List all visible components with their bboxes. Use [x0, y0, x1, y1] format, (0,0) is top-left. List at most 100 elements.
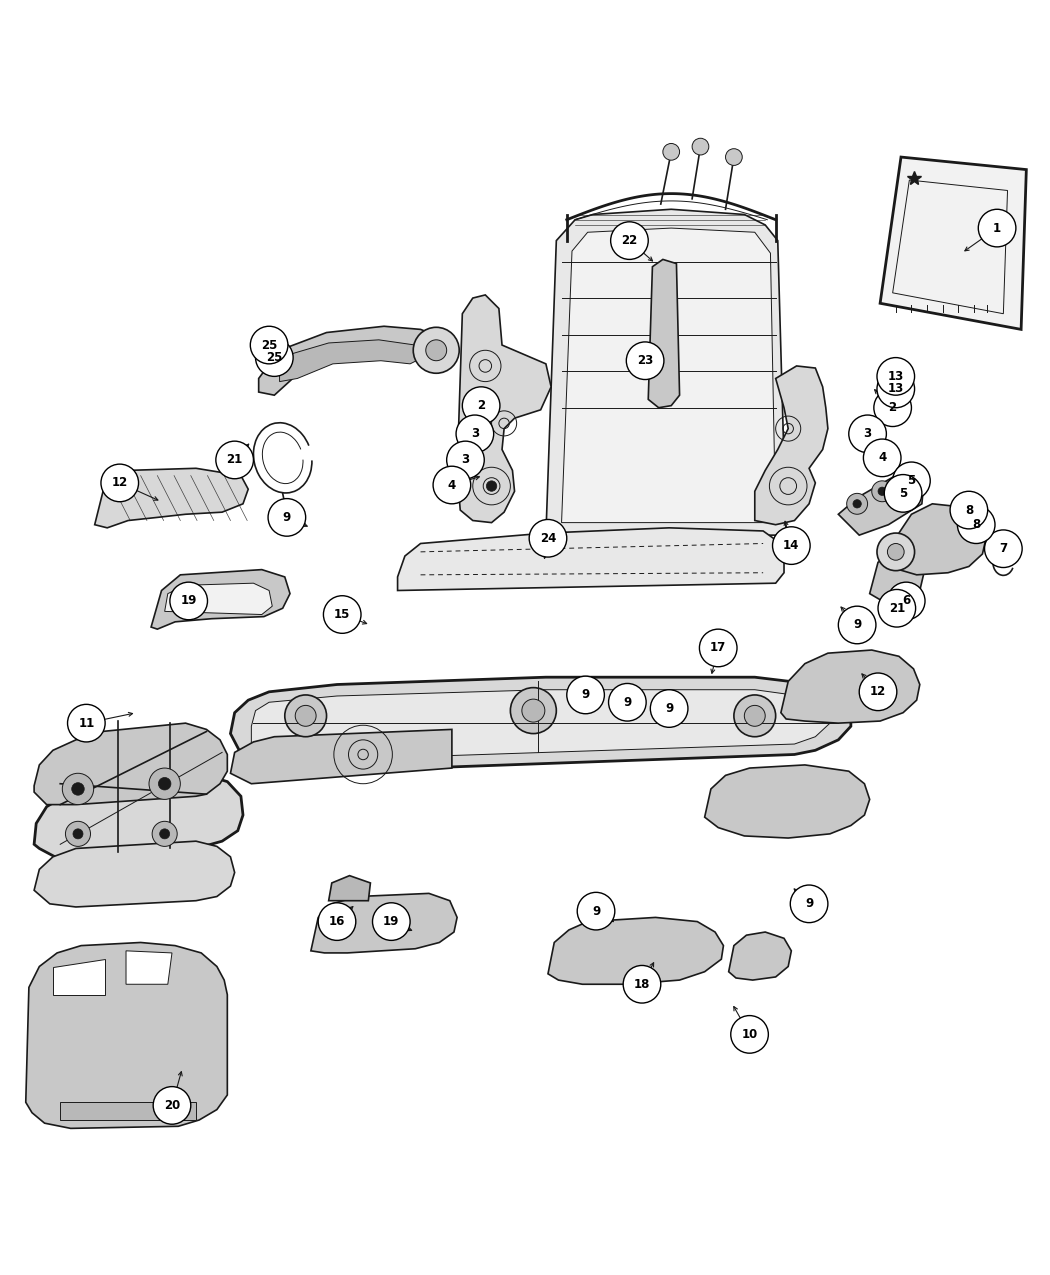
Text: 25: 25: [266, 351, 282, 365]
Text: 14: 14: [783, 539, 799, 552]
Circle shape: [874, 389, 911, 427]
Polygon shape: [94, 468, 248, 528]
Polygon shape: [705, 765, 869, 838]
Circle shape: [159, 778, 171, 790]
Circle shape: [950, 491, 988, 529]
Text: 4: 4: [878, 451, 886, 464]
Circle shape: [153, 1086, 191, 1125]
Circle shape: [892, 462, 930, 500]
Circle shape: [567, 676, 605, 714]
Text: 25: 25: [260, 339, 277, 352]
Circle shape: [295, 705, 316, 727]
Text: 3: 3: [461, 454, 469, 467]
Polygon shape: [230, 729, 452, 784]
Text: 17: 17: [710, 641, 727, 654]
Circle shape: [486, 481, 497, 491]
Polygon shape: [838, 473, 924, 536]
Text: 10: 10: [741, 1028, 758, 1040]
Text: 15: 15: [334, 608, 351, 621]
Text: 1: 1: [993, 222, 1001, 235]
Circle shape: [692, 138, 709, 156]
Circle shape: [152, 821, 177, 847]
Circle shape: [731, 1016, 769, 1053]
Polygon shape: [34, 842, 234, 907]
Circle shape: [859, 673, 897, 710]
Circle shape: [67, 704, 105, 742]
Polygon shape: [781, 650, 920, 723]
Text: 3: 3: [863, 427, 871, 440]
Circle shape: [65, 821, 90, 847]
Text: 21: 21: [888, 602, 905, 615]
Text: 19: 19: [181, 594, 197, 607]
Circle shape: [611, 222, 648, 259]
Circle shape: [285, 695, 327, 737]
Circle shape: [877, 533, 915, 571]
Text: 2: 2: [477, 399, 485, 412]
Circle shape: [624, 965, 660, 1003]
Polygon shape: [165, 583, 272, 615]
Circle shape: [578, 892, 615, 929]
Polygon shape: [755, 366, 827, 525]
Circle shape: [872, 481, 892, 502]
Circle shape: [979, 209, 1016, 247]
Text: 8: 8: [965, 504, 973, 516]
Polygon shape: [562, 228, 776, 523]
Circle shape: [250, 326, 288, 363]
Circle shape: [160, 829, 170, 839]
Polygon shape: [729, 932, 792, 980]
Polygon shape: [548, 918, 723, 984]
Polygon shape: [26, 942, 228, 1128]
Circle shape: [170, 583, 208, 620]
Polygon shape: [126, 951, 172, 984]
Circle shape: [846, 493, 867, 514]
Text: 13: 13: [887, 370, 904, 382]
Circle shape: [101, 464, 139, 502]
Circle shape: [791, 885, 827, 923]
Polygon shape: [648, 259, 679, 408]
Text: 16: 16: [329, 915, 345, 928]
Circle shape: [433, 467, 470, 504]
Polygon shape: [34, 775, 243, 859]
Polygon shape: [60, 1103, 196, 1119]
Polygon shape: [251, 690, 830, 761]
Text: 9: 9: [592, 905, 601, 918]
Text: 18: 18: [634, 978, 650, 991]
Polygon shape: [230, 677, 850, 771]
Circle shape: [699, 629, 737, 667]
Circle shape: [62, 773, 93, 805]
Text: 4: 4: [447, 478, 456, 491]
Circle shape: [626, 342, 664, 380]
Circle shape: [663, 144, 679, 161]
Text: 13: 13: [887, 382, 904, 395]
Polygon shape: [457, 295, 551, 523]
Circle shape: [609, 683, 646, 722]
Circle shape: [877, 370, 915, 408]
Circle shape: [726, 149, 742, 166]
Polygon shape: [880, 157, 1026, 329]
Circle shape: [414, 328, 459, 374]
Circle shape: [456, 416, 493, 453]
Text: 5: 5: [899, 487, 907, 500]
Polygon shape: [329, 876, 371, 900]
Text: 9: 9: [805, 898, 813, 910]
Text: 8: 8: [972, 518, 981, 532]
Polygon shape: [34, 723, 228, 805]
Text: 22: 22: [622, 235, 637, 247]
Text: 2: 2: [888, 402, 897, 414]
Circle shape: [255, 339, 293, 376]
Circle shape: [323, 595, 361, 634]
Circle shape: [863, 439, 901, 477]
Text: 21: 21: [227, 454, 243, 467]
Circle shape: [650, 690, 688, 727]
Circle shape: [853, 500, 861, 507]
Polygon shape: [398, 528, 784, 590]
Circle shape: [529, 519, 567, 557]
Text: 5: 5: [907, 474, 916, 487]
Polygon shape: [546, 209, 786, 536]
Text: 19: 19: [383, 915, 399, 928]
Text: 9: 9: [282, 511, 291, 524]
Circle shape: [877, 357, 915, 395]
Circle shape: [426, 340, 446, 361]
Polygon shape: [279, 340, 428, 381]
Polygon shape: [869, 552, 924, 601]
